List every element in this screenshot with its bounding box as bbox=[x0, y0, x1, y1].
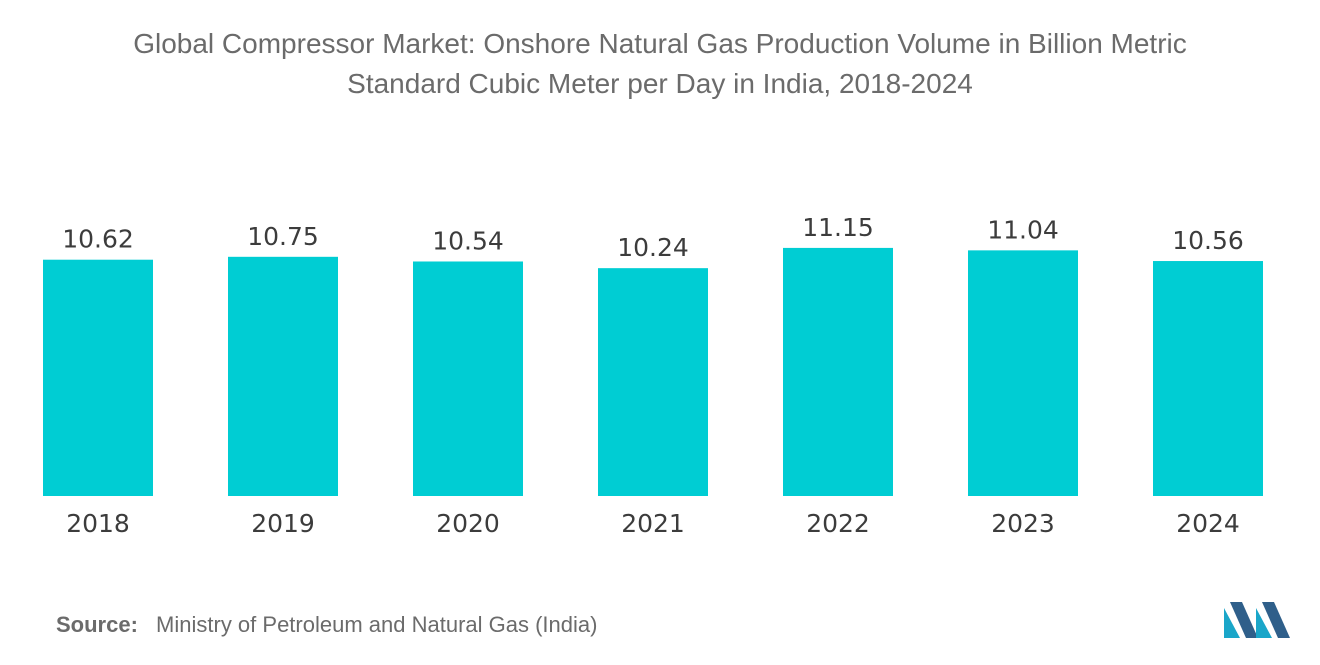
chart-title-line-1: Global Compressor Market: Onshore Natura… bbox=[133, 28, 1187, 59]
bar-2019 bbox=[228, 256, 338, 496]
source-note: Source: Ministry of Petroleum and Natura… bbox=[56, 612, 597, 638]
bar-2021 bbox=[598, 268, 708, 496]
value-label-2022: 11.15 bbox=[802, 213, 874, 242]
bar-2020 bbox=[413, 261, 523, 496]
bar-chart: 10.62 2018 10.75 2019 10.54 2020 10.24 2021 11.1… bbox=[43, 213, 1263, 538]
value-label-2020: 10.54 bbox=[432, 226, 504, 255]
source-label: Source: bbox=[56, 612, 138, 637]
value-label-2021: 10.24 bbox=[617, 233, 689, 262]
value-label-2024: 10.56 bbox=[1172, 226, 1244, 255]
bar-2018 bbox=[43, 259, 153, 496]
value-label-2019: 10.75 bbox=[247, 222, 319, 251]
bar-2023 bbox=[968, 250, 1078, 496]
chart-title-line-2: Standard Cubic Meter per Day in India, 2… bbox=[347, 68, 973, 99]
category-label-2018: 2018 bbox=[66, 509, 130, 538]
category-label-2023: 2023 bbox=[991, 509, 1055, 538]
bar-2024 bbox=[1153, 261, 1263, 496]
category-label-2019: 2019 bbox=[251, 509, 315, 538]
category-label-2020: 2020 bbox=[436, 509, 500, 538]
category-label-2021: 2021 bbox=[621, 509, 685, 538]
category-label-2022: 2022 bbox=[806, 509, 870, 538]
source-text: Ministry of Petroleum and Natural Gas (I… bbox=[156, 612, 598, 637]
value-label-2018: 10.62 bbox=[62, 225, 134, 254]
value-label-2023: 11.04 bbox=[987, 215, 1059, 244]
brand-logo-icon bbox=[1224, 602, 1290, 638]
chart-title: Global Compressor Market: Onshore Natura… bbox=[0, 24, 1320, 104]
category-label-2024: 2024 bbox=[1176, 509, 1240, 538]
bar-2022 bbox=[783, 247, 893, 496]
